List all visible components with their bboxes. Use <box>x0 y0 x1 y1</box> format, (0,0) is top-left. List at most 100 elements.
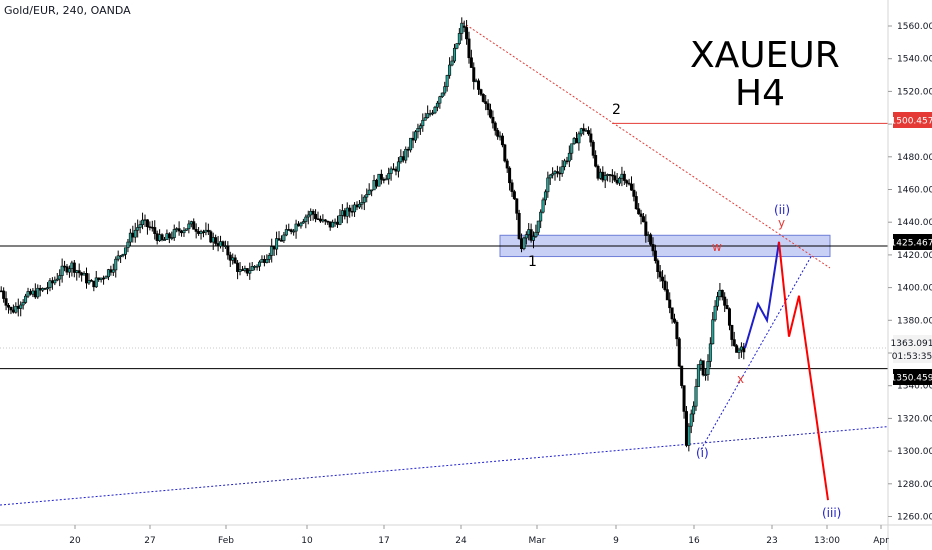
candle-up <box>396 161 400 172</box>
candle-up <box>620 173 624 179</box>
candle-up <box>75 270 79 273</box>
wave-label-2: 2 <box>612 102 621 118</box>
candle-down <box>723 296 727 306</box>
candle-up <box>19 304 23 309</box>
candle-down <box>672 318 676 323</box>
candle-down <box>651 244 655 252</box>
candle-down <box>622 173 626 181</box>
candle-up <box>416 128 420 133</box>
candle-down <box>33 290 37 298</box>
candle-up <box>445 75 449 87</box>
candle-down <box>245 268 249 274</box>
wave-label-y: y <box>778 216 785 230</box>
candle-down <box>411 137 415 141</box>
candle-up <box>238 269 242 272</box>
candle-down <box>148 226 152 229</box>
y-tick-label: 1340.00 <box>897 382 932 392</box>
candle-up <box>452 47 456 62</box>
candle-up <box>141 219 145 225</box>
candle-down <box>316 218 320 220</box>
wave-label-iii: (iii) <box>822 506 841 520</box>
candle-down <box>150 226 154 229</box>
candle-up <box>708 343 712 362</box>
candle-up <box>321 219 325 222</box>
zone-price-label: 1425.467 <box>891 239 932 249</box>
candle-up <box>253 266 257 268</box>
candle-down <box>644 221 648 236</box>
candle-up <box>331 221 335 228</box>
candle-up <box>460 22 464 34</box>
candle-up <box>158 234 162 241</box>
candle-up <box>570 143 574 154</box>
y-tick-label: 1280.00 <box>897 480 932 490</box>
candle-down <box>77 270 81 274</box>
x-tick-label: 23 <box>766 536 777 546</box>
candle-up <box>433 106 437 114</box>
candle-up <box>435 102 439 108</box>
candle-up <box>399 156 403 163</box>
candle-down <box>226 245 230 256</box>
candle-up <box>694 386 698 407</box>
candle-up <box>577 133 581 144</box>
candle-down <box>0 290 3 293</box>
time-axis: 20 27 Feb 10 17 24 Mar 9 16 23 13:00 Apr <box>0 524 932 546</box>
candle-up <box>687 425 691 446</box>
candle-down <box>582 128 586 132</box>
candle-up <box>377 173 381 187</box>
wave-label-ii: (ii) <box>774 203 790 217</box>
candle-down <box>272 246 276 250</box>
forecast-paths <box>744 241 829 501</box>
candle-up <box>718 289 722 297</box>
candle-up <box>541 199 545 213</box>
candle-down <box>279 240 283 242</box>
trendlines <box>0 22 889 506</box>
candle-up <box>250 266 254 271</box>
candle-down <box>201 231 205 233</box>
candle-down <box>2 290 6 299</box>
candle-up <box>260 259 264 263</box>
candle-up <box>579 128 583 135</box>
candle-down <box>28 291 32 295</box>
candle-up <box>716 296 720 307</box>
candle-up <box>333 221 337 224</box>
candle-down <box>4 298 8 306</box>
candle-down <box>394 168 398 172</box>
candle-down <box>637 208 641 215</box>
candle-up <box>384 178 388 181</box>
resistance-price-label: 1500.457 <box>891 117 932 127</box>
candle-down <box>677 338 681 367</box>
candle-up <box>646 234 650 236</box>
candle-up <box>387 173 391 180</box>
current-price-box <box>893 335 932 363</box>
x-tick-label: 16 <box>688 536 700 546</box>
forecast-blue-path <box>744 241 780 349</box>
candle-up <box>309 210 313 216</box>
candle-up <box>713 305 717 321</box>
candle-up <box>618 177 622 184</box>
candle-down <box>732 339 736 346</box>
candle-down <box>38 287 42 291</box>
candle-down <box>401 156 405 161</box>
candle-up <box>255 265 259 268</box>
y-tick-label: 1320.00 <box>897 414 932 424</box>
candle-up <box>204 229 208 233</box>
candle-up <box>292 230 296 233</box>
candle-down <box>89 280 93 282</box>
symbol-title: Gold/EUR, 240, OANDA <box>4 4 131 17</box>
candle-down <box>197 231 201 234</box>
candle-up <box>119 255 123 258</box>
x-tick-label: 24 <box>455 536 467 546</box>
price-axis: 1560.001540.001520.001500.001480.001460.… <box>887 0 932 550</box>
candle-up <box>389 168 393 174</box>
support-price-label: 1350.459 <box>891 374 932 384</box>
candle-up <box>128 232 132 243</box>
wave-label-w: w <box>712 240 722 254</box>
candle-down <box>155 233 159 241</box>
candle-down <box>472 67 476 82</box>
watermark-line-1: XAUEUR <box>690 35 840 76</box>
candle-up <box>365 194 369 198</box>
candle-up <box>448 64 452 76</box>
candle-down <box>493 122 497 131</box>
candle-up <box>133 229 137 238</box>
